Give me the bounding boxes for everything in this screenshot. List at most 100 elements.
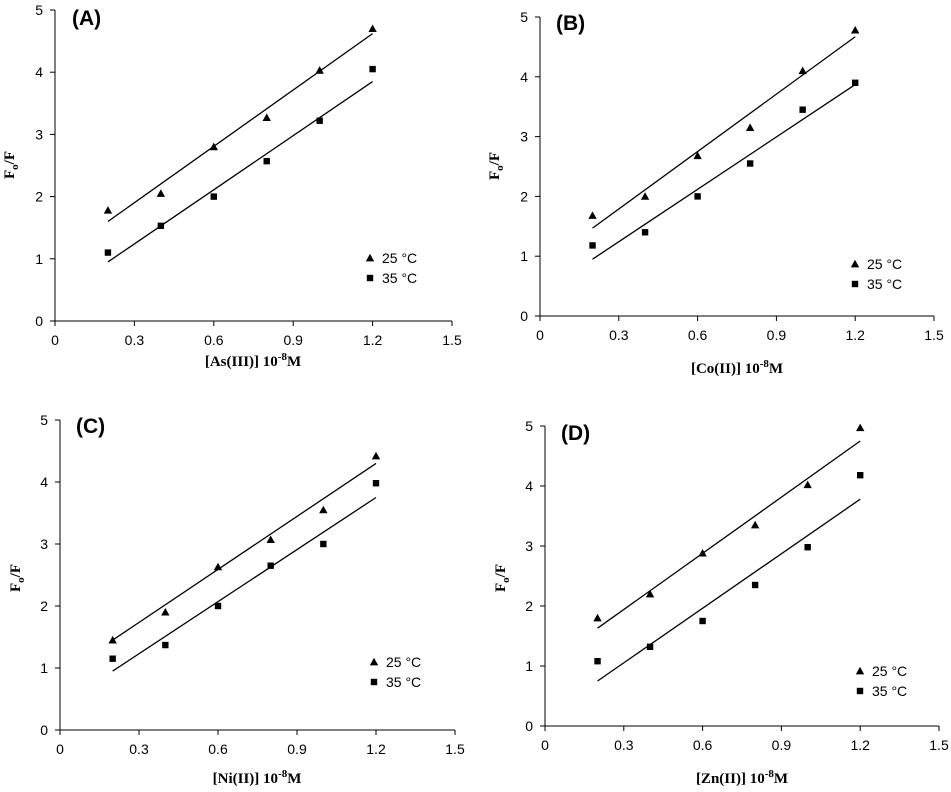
y-tick-label: 3	[35, 126, 43, 142]
data-point	[593, 613, 602, 622]
data-point	[262, 113, 271, 121]
legend-label: 35 °C	[382, 270, 417, 286]
data-point	[803, 480, 812, 489]
series-25c	[588, 25, 860, 229]
data-point	[109, 655, 116, 662]
data-point	[588, 211, 597, 219]
x-tick-label: 1.5	[929, 737, 949, 753]
panel-label: (A)	[72, 7, 101, 30]
y-tick-label: 4	[525, 478, 533, 494]
y-tick-label: 1	[40, 660, 48, 676]
fit-line	[592, 36, 856, 229]
x-axis-title: [Co(II)] 10-8M	[691, 358, 783, 377]
data-point	[369, 65, 376, 73]
data-point	[645, 589, 655, 598]
y-tick-label: 2	[40, 598, 48, 614]
x-axis-title: [As(III)] 10-8M	[205, 351, 301, 370]
x-tick-label: 1.5	[445, 741, 465, 757]
panel-label: (B)	[556, 12, 585, 35]
series-25c	[108, 451, 381, 644]
legend-label: 25 °C	[382, 250, 417, 266]
y-tick-label: 5	[520, 9, 528, 25]
panel-label: (C)	[76, 415, 105, 438]
y-tick-label: 4	[40, 474, 48, 490]
x-tick-label: 0.6	[693, 737, 713, 753]
x-tick-label: 0.9	[767, 327, 787, 343]
data-point	[857, 472, 864, 479]
x-tick-label: 1.2	[850, 737, 870, 753]
x-tick-label: 0.3	[614, 737, 634, 753]
legend-label: 25 °C	[872, 663, 907, 679]
y-tick-label: 2	[525, 598, 533, 614]
legend-label: 25 °C	[386, 654, 421, 670]
legend-marker	[366, 274, 374, 282]
data-point	[368, 24, 377, 33]
y-tick-label: 0	[520, 308, 528, 324]
y-axis-title: Fo/F	[487, 152, 506, 180]
fit-line	[107, 80, 373, 263]
x-tick-label: 1.2	[845, 327, 865, 343]
legend-marker	[365, 253, 375, 262]
legend-marker	[850, 259, 860, 268]
data-point	[213, 562, 223, 571]
chart-panel-a: 0 0.3 0.6 0.9 1.2 1.5 0 1 2 3 4 5 (A) [As(III)] 10-8M…	[2, 2, 462, 370]
data-point	[104, 249, 112, 256]
data-point	[851, 25, 860, 34]
series-35c	[589, 79, 859, 260]
data-point	[750, 520, 760, 529]
data-point	[108, 635, 117, 644]
data-point	[319, 505, 328, 514]
x-tick-label: 0.6	[204, 332, 224, 348]
data-point	[315, 66, 324, 74]
y-tick-label: 0	[40, 722, 48, 738]
y-axis-title: Fo/F	[8, 564, 27, 592]
data-point	[745, 123, 755, 131]
x-tick-label: 0.6	[208, 741, 228, 757]
data-point	[751, 581, 759, 589]
series-25c	[103, 24, 377, 223]
y-tick-label: 1	[525, 658, 533, 674]
legend-marker	[370, 678, 378, 686]
legend-marker	[369, 657, 379, 666]
x-tick-label: 0.6	[688, 327, 708, 343]
series-25c	[593, 423, 865, 629]
data-point	[698, 549, 707, 557]
y-tick-label: 5	[40, 412, 48, 428]
legend-label: 25 °C	[867, 256, 902, 272]
data-point	[798, 66, 807, 75]
data-point	[157, 222, 165, 230]
data-point	[316, 117, 323, 124]
fit-line	[112, 462, 377, 641]
y-tick-label: 5	[525, 418, 533, 434]
legend-label: 35 °C	[386, 674, 421, 690]
data-point	[266, 535, 275, 544]
x-tick-label: 1.5	[924, 327, 944, 343]
data-point	[852, 79, 859, 86]
fit-line	[107, 33, 373, 223]
fit-line	[112, 496, 377, 672]
data-point	[371, 451, 381, 460]
data-point	[162, 641, 169, 649]
data-point	[699, 617, 706, 625]
x-tick-label: 0	[56, 741, 64, 757]
data-point	[640, 192, 650, 200]
data-point	[594, 658, 601, 665]
data-point	[856, 423, 865, 432]
y-tick-label: 5	[35, 2, 43, 18]
y-tick-label: 4	[35, 64, 43, 80]
x-tick-label: 0	[541, 737, 549, 753]
series-35c	[594, 472, 864, 682]
fit-line	[592, 84, 856, 260]
data-point	[372, 480, 380, 487]
data-point	[694, 193, 701, 200]
series-35c	[109, 480, 380, 672]
y-tick-label: 4	[520, 69, 528, 85]
y-tick-label: 1	[35, 251, 43, 267]
data-point	[156, 189, 166, 197]
panel-label: (D)	[561, 422, 590, 445]
x-tick-label: 0.9	[287, 741, 307, 757]
x-tick-label: 0	[51, 332, 59, 348]
y-tick-label: 1	[520, 248, 528, 264]
y-tick-label: 3	[40, 536, 48, 552]
legend-marker	[855, 666, 865, 675]
